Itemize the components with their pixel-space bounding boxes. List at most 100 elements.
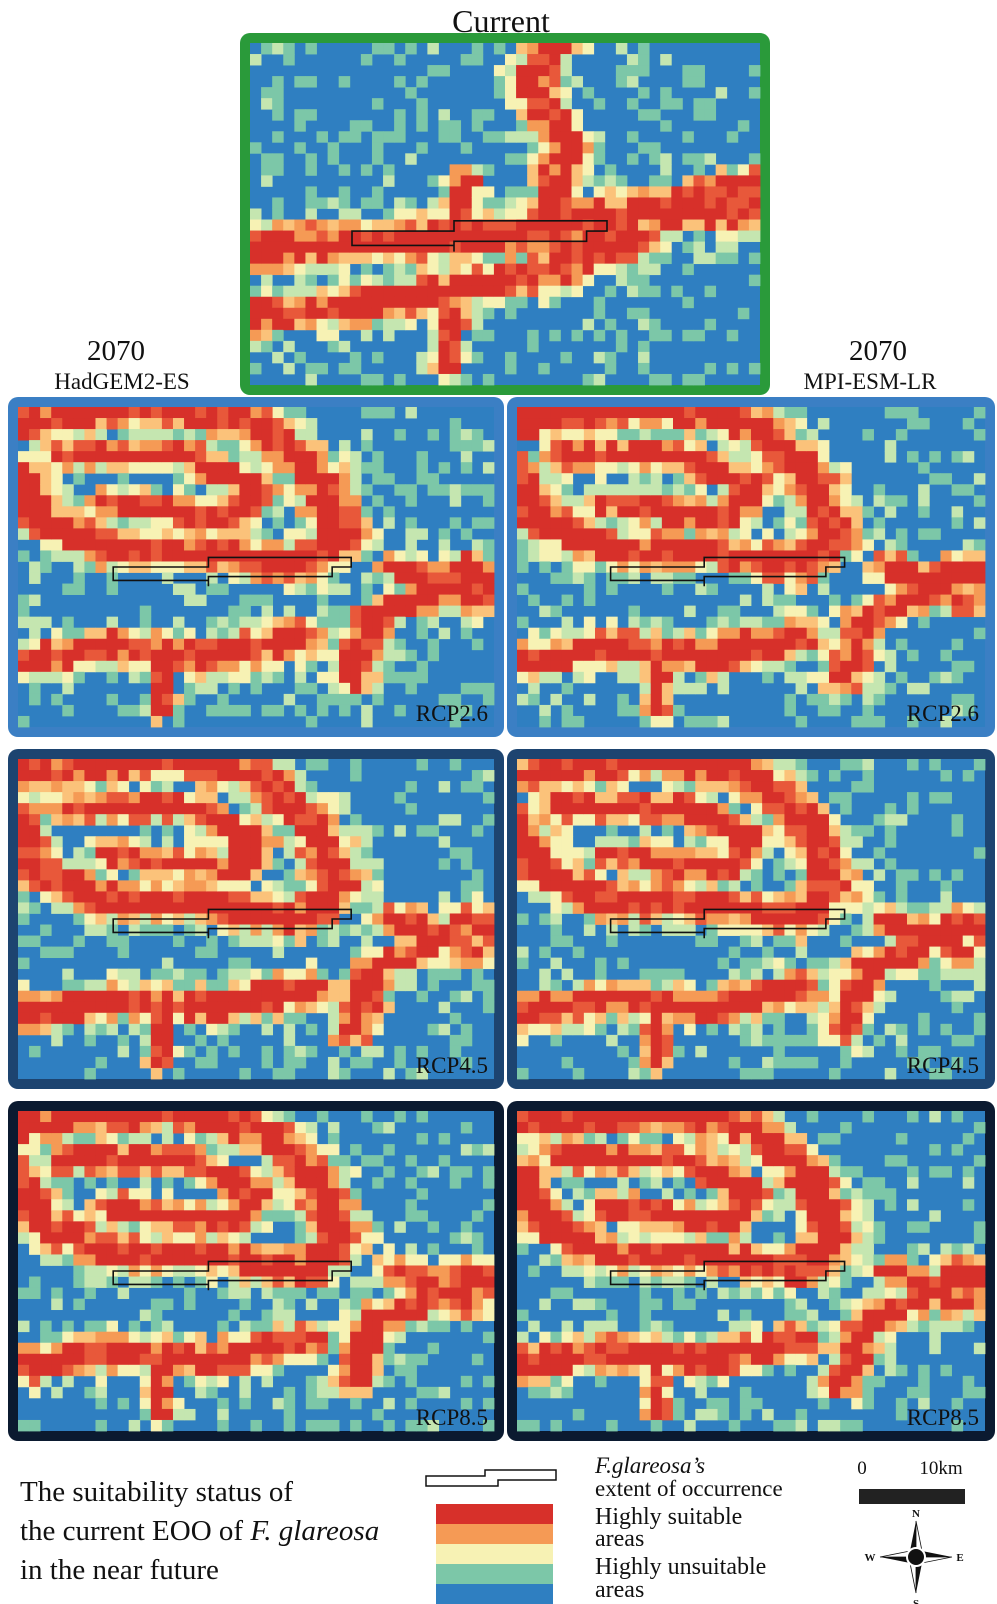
map-cell xyxy=(295,661,306,672)
map-cell xyxy=(784,814,796,825)
map-cell xyxy=(528,781,540,792)
map-cell xyxy=(762,429,774,440)
map-cell xyxy=(95,1155,106,1166)
map-cell xyxy=(394,54,405,65)
map-cell xyxy=(217,462,228,473)
map-cell xyxy=(738,164,749,175)
map-cell xyxy=(718,628,730,639)
map-cell xyxy=(638,363,649,374)
map-cell xyxy=(284,781,295,792)
map-cell xyxy=(239,1210,250,1221)
map-cell xyxy=(616,253,627,264)
map-cell xyxy=(162,1254,173,1265)
map-cell xyxy=(640,792,652,803)
map-cell xyxy=(527,186,538,197)
map-cell xyxy=(51,1188,62,1199)
map-cell xyxy=(740,1035,752,1046)
map-cell xyxy=(328,803,339,814)
map-cell xyxy=(840,936,852,947)
map-cell xyxy=(272,352,283,363)
map-cell xyxy=(538,242,549,253)
map-cell xyxy=(273,781,284,792)
map-cell xyxy=(18,759,29,770)
map-cell xyxy=(818,584,830,595)
map-cell xyxy=(51,528,62,539)
map-cell xyxy=(483,980,494,991)
map-cell xyxy=(239,628,250,639)
map-cell xyxy=(807,617,819,628)
map-cell xyxy=(306,1321,317,1332)
map-cell xyxy=(617,1046,629,1057)
map-cell xyxy=(206,1013,217,1024)
map-cell xyxy=(107,584,118,595)
map-cell xyxy=(361,913,372,924)
map-cell xyxy=(306,1398,317,1409)
map-cell xyxy=(18,1288,29,1299)
map-cell xyxy=(662,628,674,639)
map-cell xyxy=(328,936,339,947)
map-cell xyxy=(483,275,494,286)
map-cell xyxy=(129,528,140,539)
map-cell xyxy=(829,792,841,803)
map-cell xyxy=(729,495,741,506)
map-cell xyxy=(250,650,261,661)
map-cell xyxy=(740,539,752,550)
map-cell xyxy=(807,880,819,891)
map-cell xyxy=(840,969,852,980)
map-cell xyxy=(140,694,151,705)
map-cell xyxy=(405,484,416,495)
map-cell xyxy=(195,550,206,561)
map-cell xyxy=(262,705,273,716)
map-cell xyxy=(73,1122,84,1133)
map-cell xyxy=(695,1013,707,1024)
map-cell xyxy=(129,1210,140,1221)
map-cell xyxy=(874,969,886,980)
map-cell xyxy=(361,958,372,969)
map-cell xyxy=(718,858,730,869)
map-cell xyxy=(217,880,228,891)
map-cell xyxy=(173,759,184,770)
map-cell xyxy=(129,1133,140,1144)
map-cell xyxy=(162,1232,173,1243)
map-cell xyxy=(405,231,416,242)
map-cell xyxy=(195,1057,206,1068)
map-cell xyxy=(528,869,540,880)
map-cell xyxy=(383,1122,394,1133)
map-cell xyxy=(284,1354,295,1365)
map-cell xyxy=(662,539,674,550)
map-cell xyxy=(40,1321,51,1332)
map-cell xyxy=(695,661,707,672)
map-cell xyxy=(450,197,461,208)
map-cell xyxy=(118,1343,129,1354)
map-cell xyxy=(107,462,118,473)
map-cell xyxy=(140,451,151,462)
map-cell xyxy=(605,186,616,197)
map-cell xyxy=(339,825,350,836)
map-cell xyxy=(595,506,607,517)
map-cell xyxy=(118,473,129,484)
map-cell xyxy=(706,869,718,880)
map-cell xyxy=(294,286,305,297)
map-cell xyxy=(417,628,428,639)
map-cell xyxy=(874,869,886,880)
map-cell xyxy=(829,705,841,716)
map-cell xyxy=(472,286,483,297)
map-cell xyxy=(729,539,741,550)
map-cell xyxy=(372,639,383,650)
map-cell xyxy=(184,584,195,595)
map-cell xyxy=(151,462,162,473)
map-cell xyxy=(262,1166,273,1177)
map-cell xyxy=(605,253,616,264)
map-cell xyxy=(339,1299,350,1310)
map-cell xyxy=(217,539,228,550)
map-cell xyxy=(73,550,84,561)
map-cell xyxy=(740,913,752,924)
map-cell xyxy=(40,1199,51,1210)
map-cell xyxy=(328,836,339,847)
map-cell xyxy=(940,947,952,958)
map-cell xyxy=(840,484,852,495)
map-cell xyxy=(673,550,685,561)
map-cell xyxy=(250,1265,261,1276)
map-cell xyxy=(173,517,184,528)
map-cell xyxy=(284,639,295,650)
